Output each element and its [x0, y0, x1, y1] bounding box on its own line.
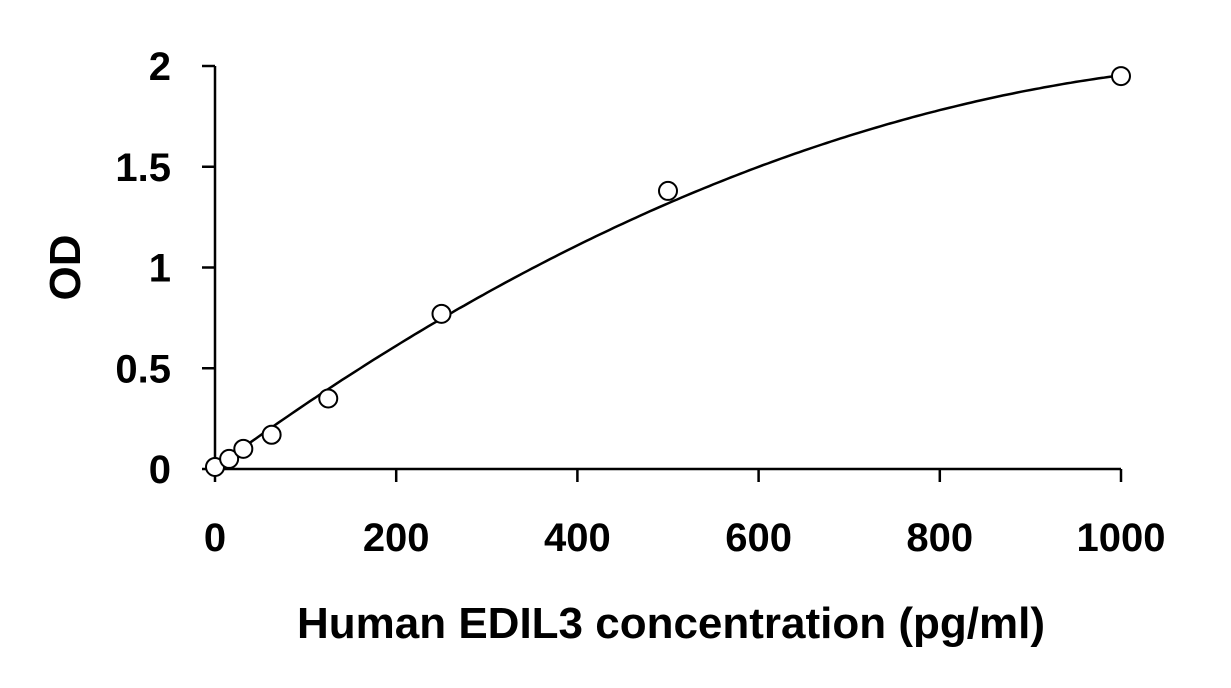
- fit-curve: [214, 74, 1122, 470]
- y-tick-label: 1.5: [115, 146, 171, 190]
- x-axis-ticks: 0 200 400 600 800 1000: [204, 469, 1166, 560]
- data-point: [318, 388, 339, 409]
- x-tick-label: 600: [725, 516, 792, 560]
- y-tick-label: 1: [149, 247, 171, 291]
- data-point: [658, 180, 678, 201]
- x-tick-label: 1000: [1077, 516, 1166, 560]
- x-tick-label: 200: [363, 516, 430, 560]
- x-axis-title: Human EDIL3 concentration (pg/ml): [297, 599, 1045, 648]
- x-tick-label: 800: [906, 516, 973, 560]
- y-tick-label: 0: [149, 448, 171, 492]
- data-point: [233, 438, 254, 459]
- data-points: [205, 66, 1131, 477]
- data-point: [219, 448, 240, 469]
- y-tick-label: 2: [149, 45, 171, 89]
- data-point: [431, 303, 452, 324]
- x-tick-label: 400: [544, 516, 611, 560]
- axes: [213, 66, 1121, 471]
- data-point: [1111, 66, 1131, 87]
- data-point: [261, 424, 282, 445]
- y-axis-title: OD: [41, 235, 90, 301]
- y-axis-ticks: 0 0.5 1 1.5 2: [115, 45, 215, 492]
- x-tick-label: 0: [204, 516, 226, 560]
- y-tick-label: 0.5: [115, 347, 171, 391]
